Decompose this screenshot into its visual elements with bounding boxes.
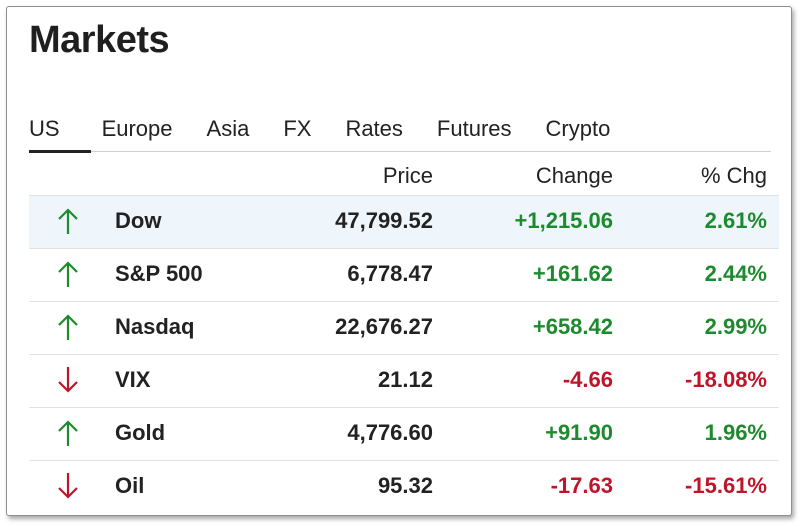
instrument-change: +161.62	[532, 261, 613, 286]
instrument-change: -17.63	[550, 473, 613, 498]
arrow-up-icon	[58, 261, 78, 287]
table-row[interactable]: S&P 500 6,778.47 +161.62 2.44%	[29, 248, 779, 301]
tab-fx[interactable]: FX	[283, 116, 312, 141]
table-row[interactable]: VIX 21.12 -4.66 -18.08%	[29, 354, 779, 407]
instrument-price: 22,676.27	[335, 314, 433, 339]
instrument-name[interactable]: VIX	[115, 367, 151, 392]
tabs-divider	[91, 151, 771, 152]
instrument-change: -4.66	[562, 367, 613, 392]
markets-table: Price Change % Chg Dow 47,799.52 +1,215.06…	[29, 155, 779, 513]
instrument-change: +1,215.06	[514, 208, 613, 233]
column-header-pct-change: % Chg	[700, 163, 767, 188]
instrument-name[interactable]: Gold	[115, 420, 166, 445]
tab-asia[interactable]: Asia	[206, 116, 250, 141]
instrument-price: 21.12	[377, 367, 433, 392]
tab-rates[interactable]: Rates	[345, 116, 403, 141]
arrow-down-icon	[58, 367, 78, 393]
active-tab-indicator	[29, 150, 91, 153]
instrument-price: 95.32	[377, 473, 433, 498]
arrow-down-icon	[58, 473, 78, 499]
table-row[interactable]: Gold 4,776.60 +91.90 1.96%	[29, 407, 779, 460]
arrow-up-icon	[58, 208, 78, 234]
instrument-price: 4,776.60	[347, 420, 433, 445]
column-header-price: Price	[382, 163, 433, 188]
market-tabs: US Europe Asia FX Rates Futures Crypto	[29, 115, 644, 151]
table-header: Price Change % Chg	[29, 155, 779, 195]
instrument-name[interactable]: S&P 500	[115, 261, 203, 286]
instrument-price: 6,778.47	[347, 261, 433, 286]
markets-card: Markets US Europe Asia FX Rates Futures …	[6, 6, 792, 516]
tab-europe[interactable]: Europe	[101, 116, 173, 141]
column-header-change: Change	[535, 163, 613, 188]
arrow-up-icon	[58, 420, 78, 446]
table-row[interactable]: Nasdaq 22,676.27 +658.42 2.99%	[29, 301, 779, 354]
tab-crypto[interactable]: Crypto	[545, 116, 611, 141]
instrument-pct-change: 2.44%	[704, 261, 767, 286]
instrument-change: +91.90	[545, 420, 613, 445]
instrument-pct-change: 1.96%	[704, 420, 767, 445]
page-title: Markets	[29, 19, 170, 61]
instrument-pct-change: 2.99%	[704, 314, 767, 339]
arrow-up-icon	[58, 314, 78, 340]
instrument-name[interactable]: Nasdaq	[115, 314, 195, 339]
tab-futures[interactable]: Futures	[436, 116, 512, 141]
instrument-change: +658.42	[532, 314, 613, 339]
table-row[interactable]: Oil 95.32 -17.63 -15.61%	[29, 460, 779, 513]
instrument-pct-change: -18.08%	[685, 367, 767, 392]
table-row[interactable]: Dow 47,799.52 +1,215.06 2.61%	[29, 195, 779, 248]
instrument-price: 47,799.52	[335, 208, 433, 233]
instrument-pct-change: -15.61%	[685, 473, 767, 498]
instrument-name[interactable]: Dow	[115, 208, 162, 233]
tab-us[interactable]: US	[29, 116, 60, 141]
instrument-name[interactable]: Oil	[115, 473, 145, 498]
instrument-pct-change: 2.61%	[704, 208, 767, 233]
